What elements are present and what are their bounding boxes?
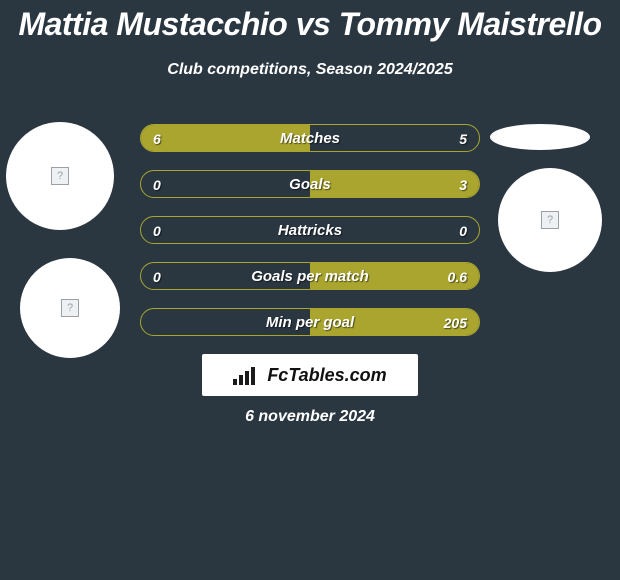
stat-value-right: 0.6 bbox=[448, 263, 467, 290]
stat-label: Hattricks bbox=[141, 217, 479, 244]
brand-watermark: FcTables.com bbox=[202, 354, 418, 396]
stat-value-right: 3 bbox=[459, 171, 467, 198]
stat-label: Min per goal bbox=[141, 309, 479, 336]
snapshot-date: 6 november 2024 bbox=[0, 408, 620, 426]
player-left-avatar: ? bbox=[6, 122, 114, 230]
stat-row: 0Goals per match0.6 bbox=[140, 262, 480, 290]
stat-row: 0Goals3 bbox=[140, 170, 480, 198]
image-placeholder-icon: ? bbox=[541, 211, 559, 229]
stat-value-right: 0 bbox=[459, 217, 467, 244]
club-right-badge bbox=[490, 124, 590, 150]
stat-row: 0Hattricks0 bbox=[140, 216, 480, 244]
bars-icon bbox=[233, 365, 261, 385]
stat-value-right: 5 bbox=[459, 125, 467, 152]
stat-label: Goals bbox=[141, 171, 479, 198]
comparison-subtitle: Club competitions, Season 2024/2025 bbox=[0, 61, 620, 79]
stat-value-right: 205 bbox=[444, 309, 467, 336]
stat-row: 6Matches5 bbox=[140, 124, 480, 152]
stat-label: Goals per match bbox=[141, 263, 479, 290]
stat-label: Matches bbox=[141, 125, 479, 152]
image-placeholder-icon: ? bbox=[61, 299, 79, 317]
brand-text: FcTables.com bbox=[267, 365, 386, 386]
comparison-title: Mattia Mustacchio vs Tommy Maistrello bbox=[0, 0, 620, 43]
player-right-avatar: ? bbox=[498, 168, 602, 272]
image-placeholder-icon: ? bbox=[51, 167, 69, 185]
stats-container: 6Matches50Goals30Hattricks00Goals per ma… bbox=[140, 124, 480, 354]
stat-row: Min per goal205 bbox=[140, 308, 480, 336]
club-left-avatar: ? bbox=[20, 258, 120, 358]
